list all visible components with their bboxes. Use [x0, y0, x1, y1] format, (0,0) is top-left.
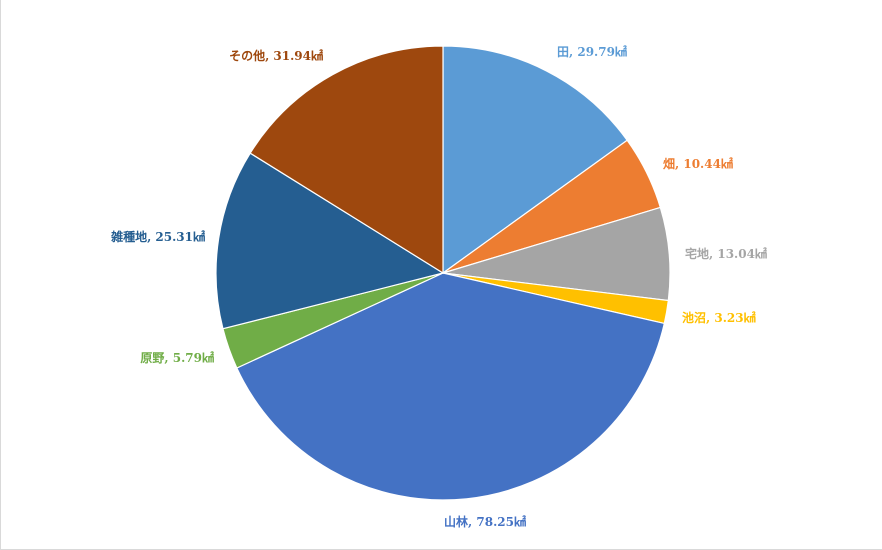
- pie-slice-misc-land: [215, 152, 445, 330]
- pie-slice-other: [249, 45, 444, 275]
- data-label-other: その他, 31.94㎢: [229, 48, 323, 63]
- data-label-rice-field: 田, 29.79㎢: [557, 44, 627, 59]
- pie-slice-forest: [236, 272, 666, 501]
- data-label-pond: 池沼, 3.23㎢: [682, 310, 756, 325]
- data-label-misc-land: 雑種地, 25.31㎢: [110, 229, 205, 244]
- data-label-forest: 山林, 78.25㎢: [444, 514, 526, 529]
- pie-slice-rice-field: [442, 45, 628, 275]
- pie-slices: [215, 45, 671, 501]
- data-label-dry-field: 畑, 10.44㎢: [663, 156, 733, 171]
- data-labels: 田, 29.79㎢ 畑, 10.44㎢ 宅地, 13.04㎢ 池沼, 3.23㎢…: [110, 44, 767, 529]
- data-label-residential: 宅地, 13.04㎢: [685, 246, 767, 261]
- data-label-wasteland: 原野, 5.79㎢: [140, 350, 214, 365]
